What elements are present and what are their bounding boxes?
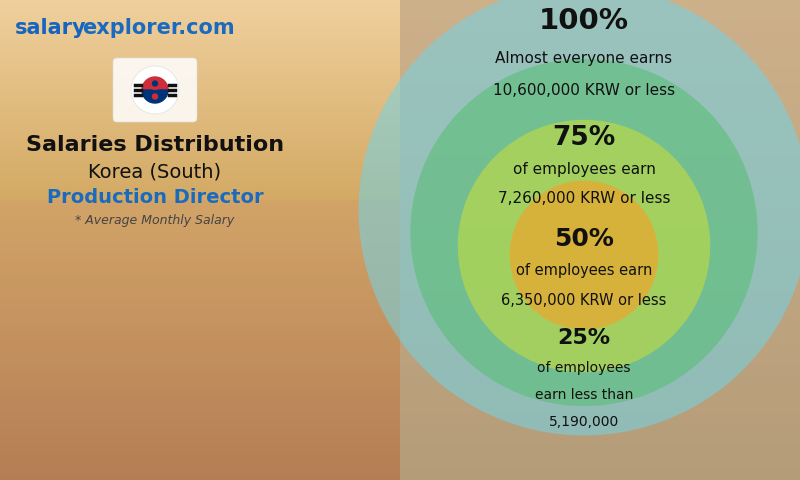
Polygon shape — [142, 77, 168, 90]
Circle shape — [458, 120, 710, 372]
Polygon shape — [142, 90, 168, 103]
Circle shape — [149, 90, 162, 103]
Circle shape — [131, 66, 179, 114]
Text: Korea (South): Korea (South) — [89, 162, 222, 181]
Circle shape — [152, 80, 158, 87]
Text: 10,600,000 KRW or less: 10,600,000 KRW or less — [493, 83, 675, 98]
Text: 25%: 25% — [558, 328, 610, 348]
Text: of employees earn: of employees earn — [516, 264, 652, 278]
Text: of employees earn: of employees earn — [513, 162, 655, 177]
Text: 75%: 75% — [552, 125, 616, 151]
FancyBboxPatch shape — [113, 58, 197, 122]
Circle shape — [358, 0, 800, 435]
Text: 50%: 50% — [554, 227, 614, 251]
Text: * Average Monthly Salary: * Average Monthly Salary — [75, 214, 234, 227]
Text: 100%: 100% — [539, 7, 629, 35]
Text: Salaries Distribution: Salaries Distribution — [26, 135, 284, 155]
Text: 5,190,000: 5,190,000 — [549, 415, 619, 429]
Text: salary: salary — [15, 18, 86, 38]
Text: Almost everyone earns: Almost everyone earns — [495, 51, 673, 66]
Text: earn less than: earn less than — [535, 388, 633, 402]
Circle shape — [149, 77, 162, 90]
Text: 6,350,000 KRW or less: 6,350,000 KRW or less — [502, 293, 666, 308]
Circle shape — [410, 59, 758, 406]
Circle shape — [510, 180, 658, 329]
Text: Production Director: Production Director — [46, 188, 263, 207]
Text: explorer.com: explorer.com — [82, 18, 234, 38]
Text: 7,260,000 KRW or less: 7,260,000 KRW or less — [498, 191, 670, 206]
Circle shape — [152, 93, 158, 100]
Text: of employees: of employees — [538, 361, 630, 375]
